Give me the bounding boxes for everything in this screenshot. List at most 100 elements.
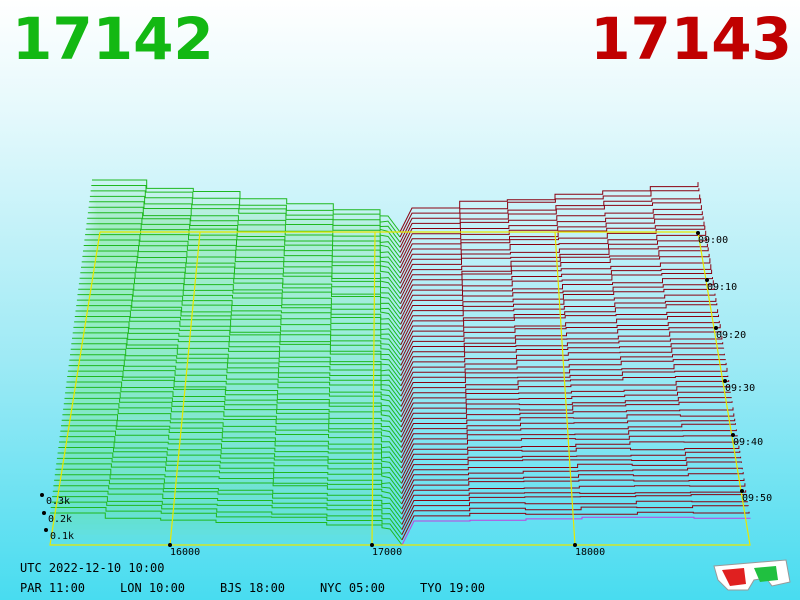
- bid-slice: [81, 261, 401, 310]
- price-grid: [371, 231, 376, 546]
- axis-dot: [705, 278, 709, 282]
- time-label: 09:50: [742, 493, 772, 504]
- ask-slice: [401, 467, 743, 500]
- bid-slice-fill: [59, 442, 402, 479]
- bid-slice: [67, 370, 402, 412]
- ask-slice: [401, 516, 751, 546]
- bid-slice: [63, 408, 402, 448]
- bid-slice-fill: [50, 513, 402, 545]
- bid-slice: [62, 414, 402, 453]
- bid-slice-fill: [60, 431, 402, 469]
- ask-slice: [401, 435, 738, 469]
- ask-slice: [400, 401, 733, 438]
- ask-slice: [401, 440, 739, 474]
- ask-slice: [400, 269, 713, 315]
- bid-slice: [84, 239, 401, 289]
- time-label: 09:00: [698, 235, 728, 246]
- bid-slice-fill: [85, 234, 401, 284]
- bid-slice: [64, 397, 402, 438]
- 3d-glasses-icon: [713, 559, 791, 591]
- bid-slice: [65, 386, 402, 428]
- bid-slice: [76, 305, 402, 351]
- ask-slice: [401, 478, 745, 510]
- ask-slice: [400, 418, 736, 453]
- ask-slice: [400, 347, 725, 387]
- ask-slice: [399, 225, 706, 274]
- bid-slice: [89, 195, 401, 248]
- floor-grid: [49, 231, 751, 546]
- bid-slice-fill: [86, 223, 401, 274]
- ask-slice: [400, 324, 721, 366]
- bid-slice-fill: [59, 436, 402, 474]
- ask-slice: [400, 359, 726, 397]
- ask-slice: [401, 483, 746, 515]
- bid-slice: [75, 310, 402, 356]
- bid-slice-fill: [63, 409, 402, 448]
- ask-slice: [400, 277, 713, 320]
- bid-slice: [87, 212, 401, 264]
- bid-slice: [70, 354, 402, 397]
- ask-slice: [399, 194, 701, 243]
- bid-slice-fill: [55, 469, 402, 504]
- city-time: TYO 19:00: [420, 581, 486, 595]
- ask-slice: [401, 511, 750, 541]
- bid-slice-fill: [71, 343, 402, 386]
- price-label: 18000: [575, 547, 605, 558]
- bid-slice: [88, 206, 401, 259]
- bid-slice: [54, 474, 403, 510]
- bid-slice: [68, 365, 402, 407]
- ask-slice: [401, 456, 742, 489]
- bid-slice-fill: [52, 496, 402, 530]
- bid-slice-fill: [62, 414, 402, 453]
- bid-slice: [71, 343, 402, 387]
- bid-slice: [82, 255, 401, 305]
- bid-slice: [73, 326, 402, 371]
- bid-slice: [51, 501, 403, 536]
- bid-slice: [67, 376, 402, 418]
- ask-slice: [399, 247, 709, 294]
- ask-slice: [400, 280, 714, 325]
- volume-label: 0.1k: [50, 531, 74, 542]
- bid-slice-fill: [52, 491, 402, 525]
- bid-slice: [65, 392, 402, 433]
- price-label: 17000: [372, 547, 402, 558]
- city-time: BJS 18:00: [220, 581, 286, 595]
- city-time: NYC 05:00: [320, 581, 386, 595]
- bid-slice: [52, 496, 403, 530]
- ask-slice: [400, 367, 728, 407]
- bid-slice: [85, 234, 401, 284]
- bid-slice: [77, 294, 402, 341]
- ask-slice: [399, 188, 700, 238]
- bid-slice: [78, 283, 402, 330]
- axis-dot: [714, 326, 718, 330]
- ask-slice: [400, 309, 719, 351]
- bid-slice: [61, 419, 402, 459]
- bid-slice: [72, 332, 402, 377]
- price-grid: [169, 231, 201, 546]
- bid-slice: [50, 507, 403, 541]
- axis-dot: [731, 433, 735, 437]
- axis-dot: [723, 379, 727, 383]
- ask-slice: [399, 216, 704, 264]
- bid-slice: [76, 299, 402, 346]
- bid-slice: [59, 441, 403, 479]
- ask-slice: [400, 298, 717, 341]
- bid-slice-fill: [78, 283, 401, 330]
- bid-slice: [74, 321, 402, 366]
- time-label: 09:10: [707, 282, 737, 293]
- bid-slice: [52, 490, 403, 525]
- ask-slice: [400, 391, 731, 428]
- bid-slice: [79, 277, 402, 325]
- city-time: LON 10:00: [120, 581, 186, 595]
- ask-slice: [401, 429, 737, 464]
- ask-slice: [401, 494, 748, 525]
- bid-slice: [54, 479, 403, 515]
- ask-slice: [399, 182, 699, 233]
- ask-slice: [400, 314, 719, 356]
- ask-slice: [400, 287, 715, 330]
- ask-slice: [399, 205, 702, 253]
- bid-slice: [56, 457, 403, 495]
- bid-slice: [74, 316, 402, 361]
- bid-slice: [72, 337, 402, 382]
